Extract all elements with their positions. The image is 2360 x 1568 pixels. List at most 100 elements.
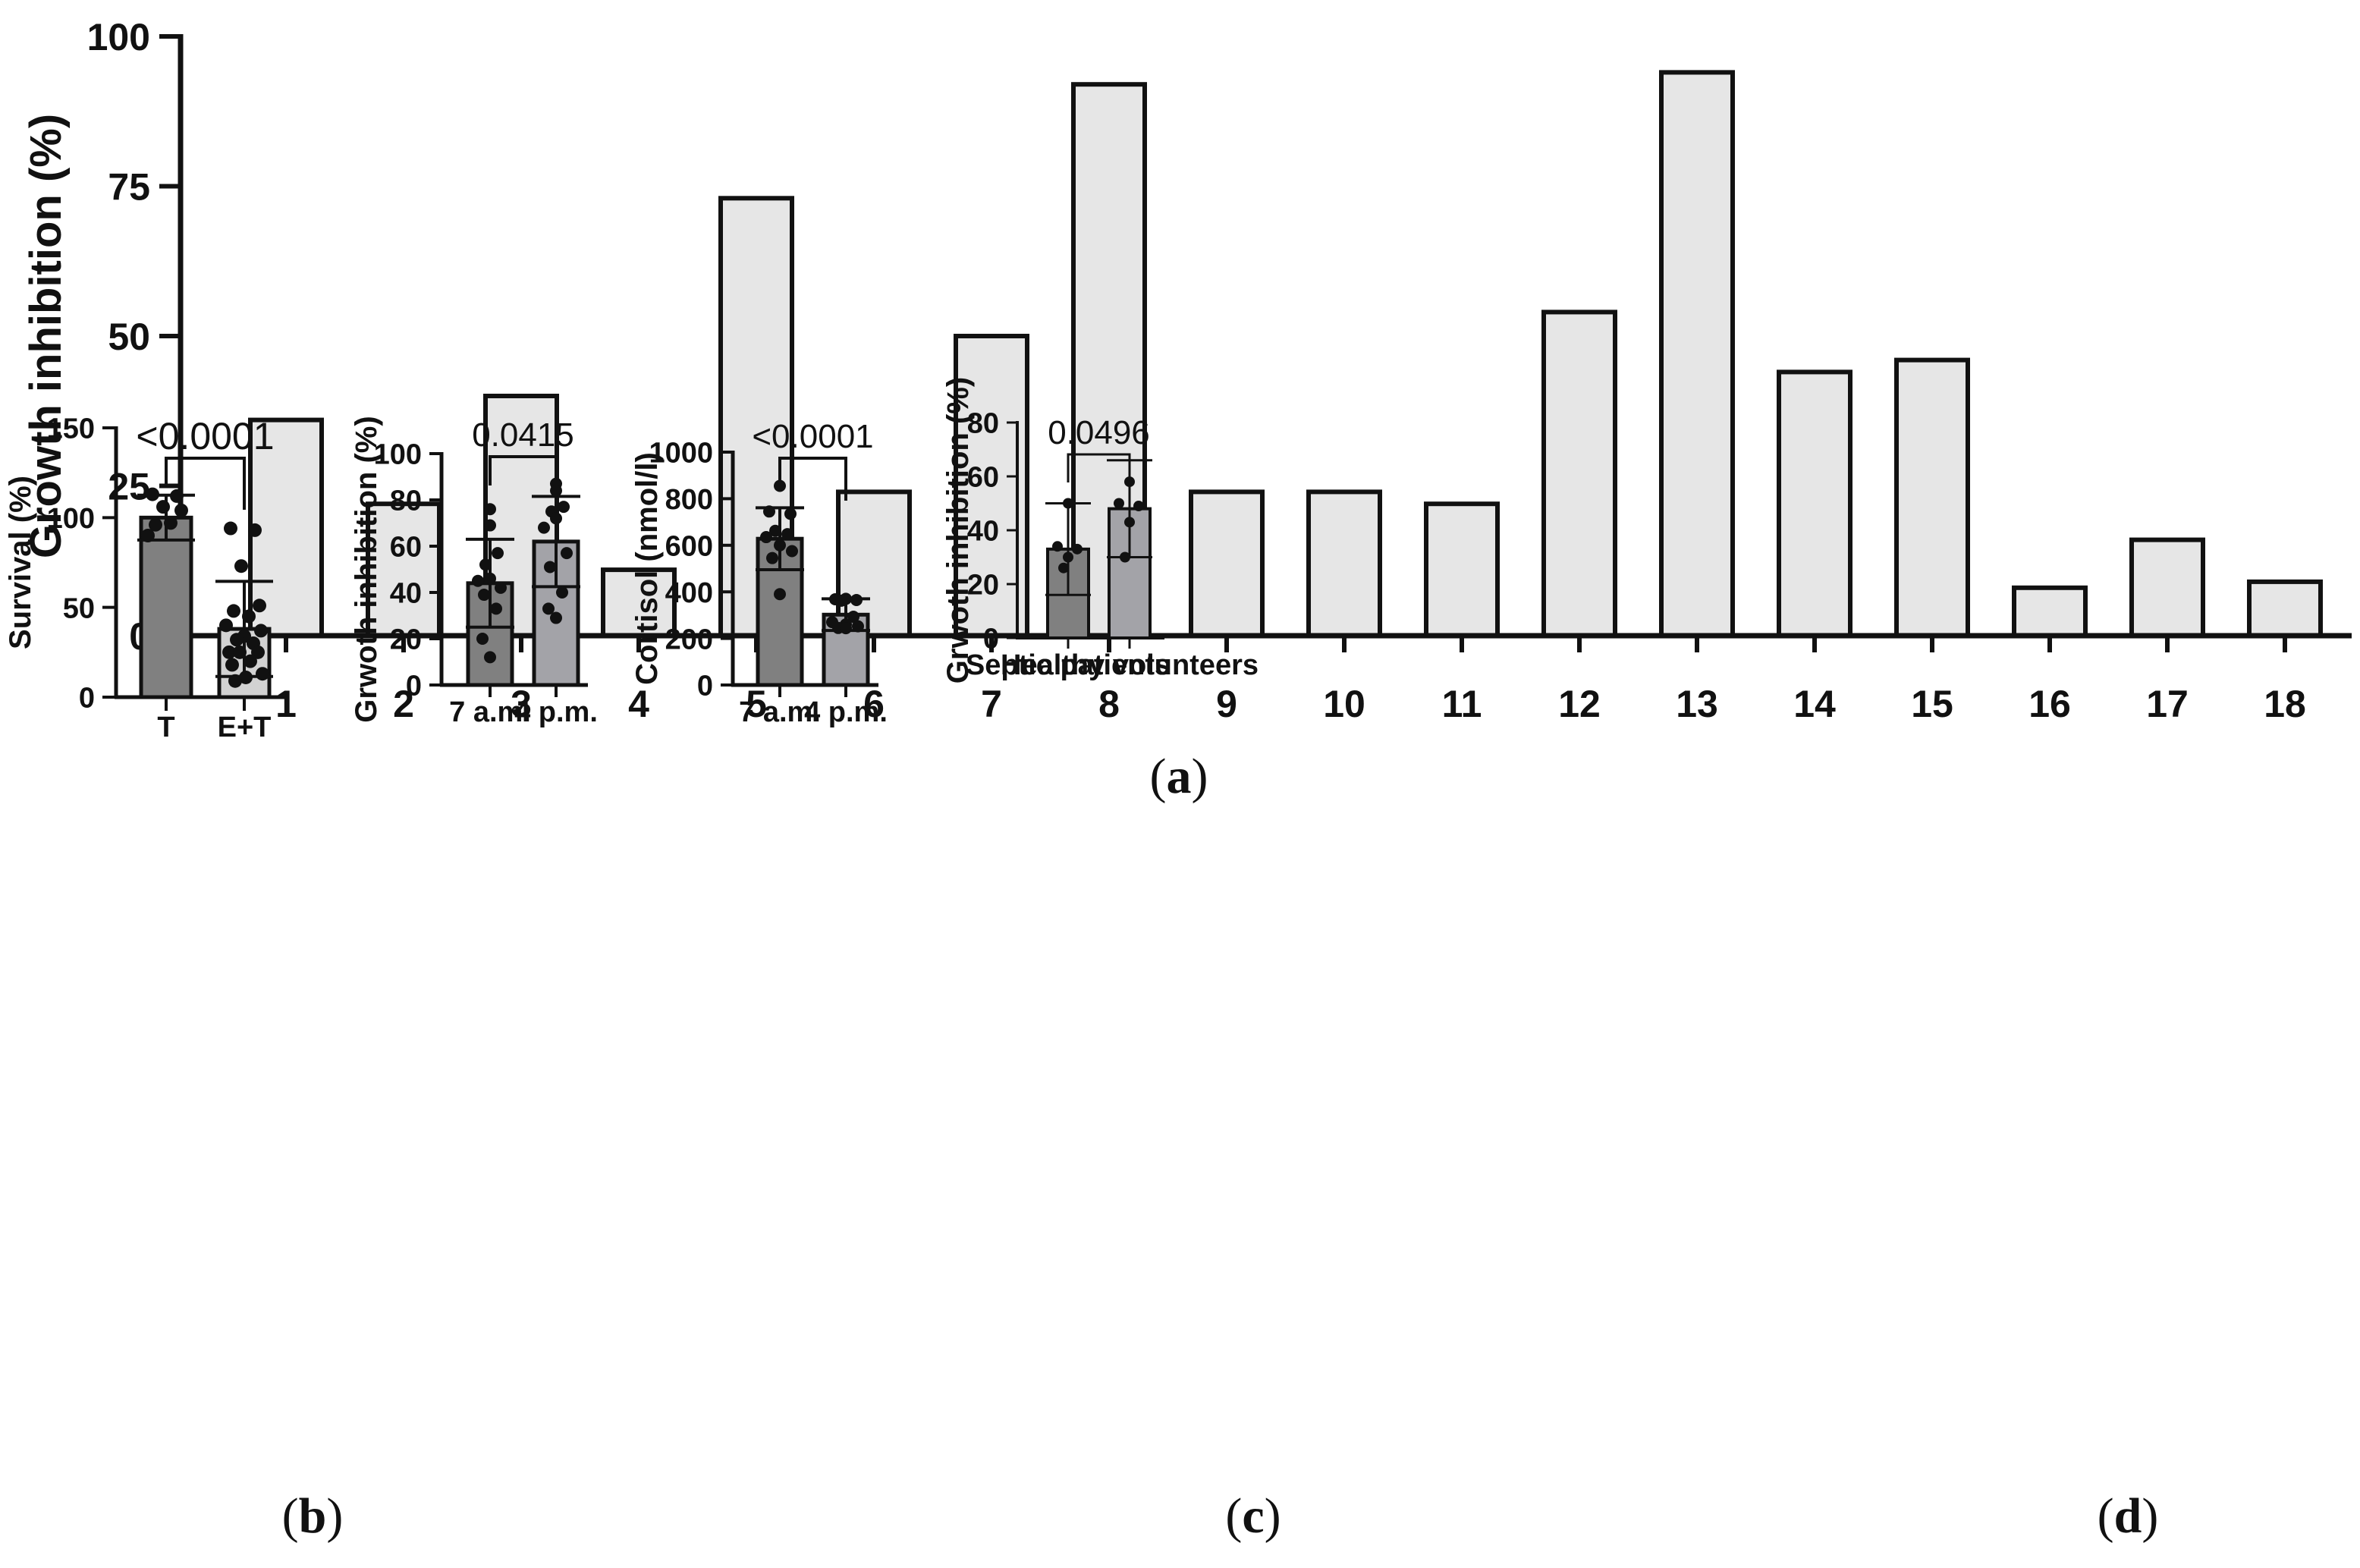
data-point	[1124, 476, 1135, 488]
x-tick-label: 8	[1098, 683, 1120, 725]
data-point	[484, 503, 496, 516]
data-point	[1063, 498, 1073, 509]
x-tick-label: 14	[1793, 683, 1836, 725]
panel-label-c: (c)	[1225, 1488, 1281, 1544]
x-tick-label: 1	[275, 683, 297, 725]
data-point	[840, 622, 852, 635]
data-point	[156, 500, 170, 514]
y-tick-label: 60	[967, 462, 999, 494]
data-point	[484, 519, 496, 532]
data-point	[786, 545, 798, 558]
data-point	[248, 523, 262, 537]
data-point	[495, 581, 507, 594]
data-point	[550, 512, 562, 525]
y-tick-label: 20	[967, 570, 999, 602]
data-point	[1063, 551, 1073, 563]
bar-14	[1777, 369, 1852, 638]
data-point	[170, 489, 184, 503]
data-point	[1058, 562, 1069, 573]
data-point	[242, 609, 256, 624]
data-point	[490, 602, 502, 615]
significance-bracket	[165, 457, 246, 510]
significance-bracket	[778, 457, 847, 501]
data-point	[550, 484, 562, 497]
y-tick-label: 40	[967, 516, 999, 548]
x-tick-label: 17	[2146, 683, 2189, 725]
y-tick-label: 50	[63, 592, 95, 624]
data-point	[835, 594, 847, 607]
bar-7	[954, 334, 1029, 638]
data-point	[149, 517, 162, 532]
data-point	[850, 593, 863, 606]
x-tick-label: 12	[1558, 683, 1601, 725]
data-point	[479, 558, 492, 571]
y-tick-label: 80	[390, 485, 422, 517]
p-value-label: <0.0001	[752, 418, 873, 455]
y-axis-title: Grwoth inhibition (%)	[350, 416, 383, 722]
panel-label-a: (a)	[1150, 749, 1208, 804]
data-point	[233, 645, 247, 659]
panel-c-cortisol-chart: 0 200 400 600 800 1000 7 a.m.4 p.m. Cortisol (n…	[630, 418, 888, 728]
data-point	[556, 586, 568, 599]
bar-17	[2129, 537, 2205, 638]
data-point	[146, 487, 159, 501]
y-tick-label: 75	[108, 166, 150, 209]
data-point	[224, 521, 237, 536]
bar-15	[1894, 357, 1970, 638]
x-tick-label: 5	[746, 683, 767, 725]
data-point	[225, 658, 239, 672]
data-point	[222, 645, 236, 659]
x-tick-label: 15	[1911, 683, 1953, 725]
data-point	[769, 524, 781, 537]
data-point	[774, 588, 786, 601]
data-point	[847, 611, 859, 624]
p-value-label: <0.0001	[136, 415, 274, 457]
p-value-label: 0.0496	[1048, 414, 1150, 451]
data-point	[484, 651, 496, 664]
x-tick-label: E+T	[218, 712, 272, 743]
x-tick-label: 7 a.m.	[449, 696, 531, 728]
y-tick-label: 100	[87, 16, 150, 58]
bar-11	[1424, 501, 1500, 639]
data-point	[784, 507, 797, 520]
y-tick-label: 600	[665, 530, 713, 562]
data-point	[1052, 541, 1063, 552]
y-tick-label: 200	[665, 624, 713, 655]
bar-12	[1541, 310, 1617, 638]
data-point	[1133, 501, 1144, 512]
y-tick-label: 0	[406, 671, 422, 702]
y-axis-title: Cortisol (nmol/l)	[630, 452, 664, 685]
data-point	[164, 516, 178, 530]
data-point	[228, 674, 242, 688]
x-tick-label: 4	[628, 683, 649, 725]
bar-18	[2247, 579, 2323, 639]
bar-13	[1659, 70, 1735, 638]
x-tick-label: 13	[1676, 683, 1718, 725]
y-tick-label: 40	[390, 578, 422, 610]
data-point	[1114, 498, 1124, 509]
y-tick-label: 0	[983, 624, 999, 655]
y-tick-label: 20	[390, 624, 422, 656]
data-point	[542, 602, 555, 615]
data-point	[254, 624, 268, 638]
data-point	[484, 572, 496, 585]
panel-b-survival-chart: 0 50 100 150 T E+T Survival (%) <0.0001	[4, 413, 284, 743]
x-tick-label: 2	[393, 683, 414, 725]
panel-label-d: (d)	[2098, 1488, 2159, 1544]
significance-bracket	[1067, 453, 1131, 482]
bar-t	[139, 515, 193, 699]
x-tick-label: 6	[863, 683, 885, 725]
data-point	[766, 551, 778, 564]
data-point	[251, 645, 265, 659]
bar-16	[2012, 585, 2088, 638]
panel-label-b: (b)	[282, 1488, 344, 1544]
data-point	[234, 559, 248, 573]
data-point	[141, 529, 155, 542]
data-point	[472, 574, 484, 587]
data-point	[1124, 517, 1135, 528]
data-point	[544, 561, 556, 573]
data-point	[774, 539, 786, 551]
data-point	[253, 599, 266, 613]
y-tick-label: 60	[390, 532, 422, 564]
